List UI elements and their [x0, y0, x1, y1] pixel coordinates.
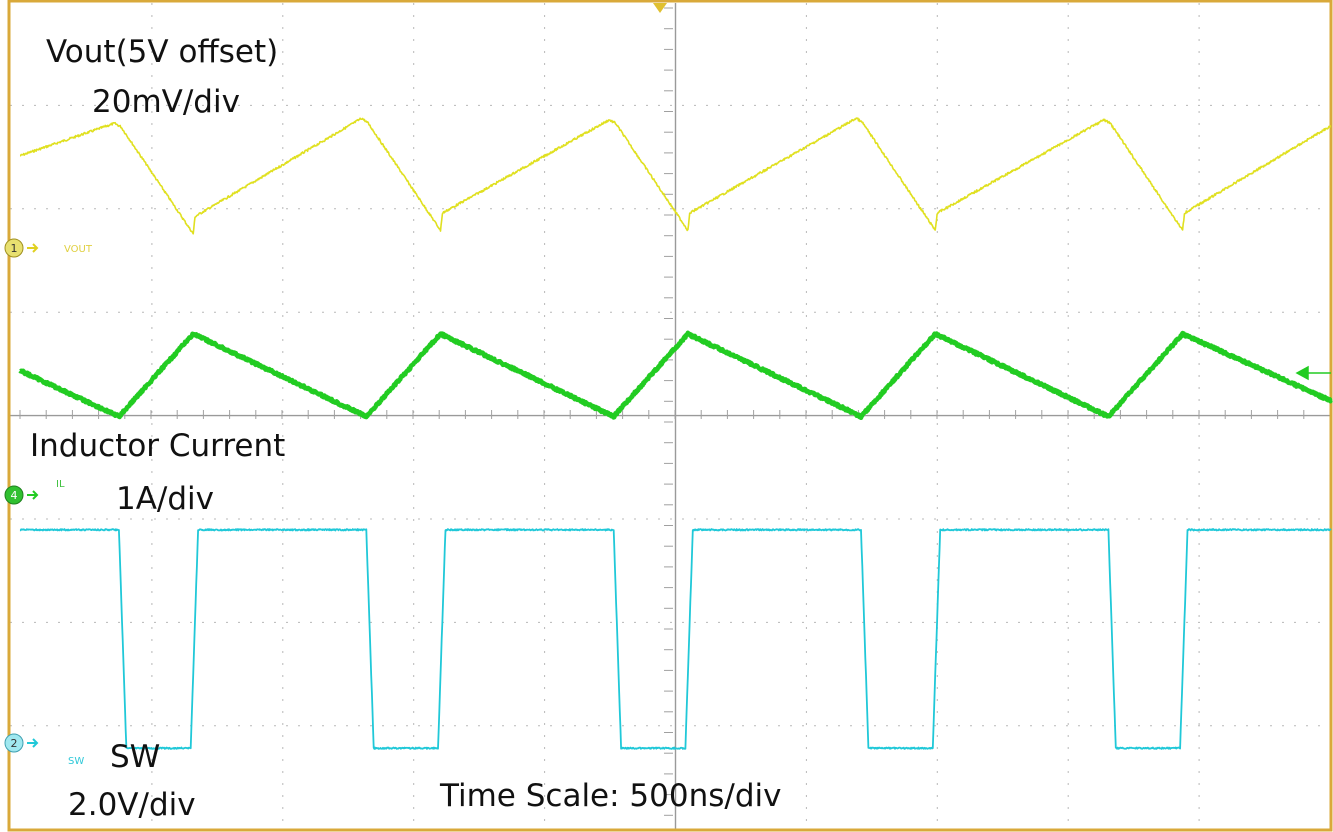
trace-layer	[18, 117, 1333, 750]
sw-trace	[19, 528, 1332, 750]
sw-series-name: SW	[110, 739, 161, 775]
sw-scale: 2.0V/div	[68, 787, 196, 823]
channel-4-marker-icon: 4	[4, 485, 39, 505]
channel-2-marker-icon: 2	[4, 733, 39, 753]
channel-1-label: VOUT	[64, 244, 93, 255]
trigger-level-arrow-icon	[1295, 365, 1331, 381]
channel-2-label: SW	[68, 756, 84, 767]
vout-series-name: Vout(5V offset)	[46, 34, 279, 70]
channel-2-number: 2	[11, 737, 18, 750]
vout-trace	[19, 117, 1332, 235]
channel-1-marker-icon: 1	[4, 238, 39, 258]
graticule	[10, 3, 1330, 829]
channel-4-label: IL	[56, 479, 65, 490]
inductor-current-trace	[18, 330, 1333, 421]
screen-border	[7, 0, 1333, 832]
trigger-marker-icon	[653, 3, 667, 13]
inductor-current-series-name: Inductor Current	[30, 428, 286, 464]
time-scale-label: Time Scale: 500ns/div	[440, 778, 782, 814]
channel-4-number: 4	[11, 489, 18, 502]
inductor-current-scale: 1A/div	[116, 481, 215, 517]
channel-1-number: 1	[11, 242, 18, 255]
vout-scale: 20mV/div	[92, 84, 240, 120]
marker-layer: 1 VOUT 4 IL 2 SW	[4, 3, 1331, 767]
